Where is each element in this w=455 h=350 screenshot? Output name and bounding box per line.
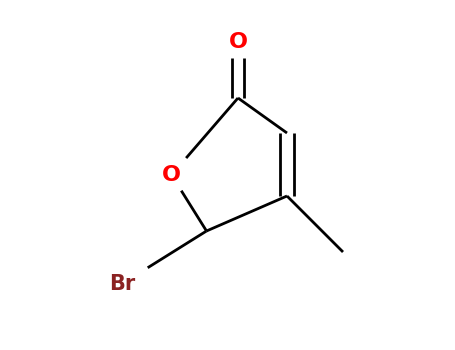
Text: O: O [162, 165, 181, 185]
Text: Br: Br [109, 273, 136, 294]
Text: O: O [228, 32, 248, 52]
